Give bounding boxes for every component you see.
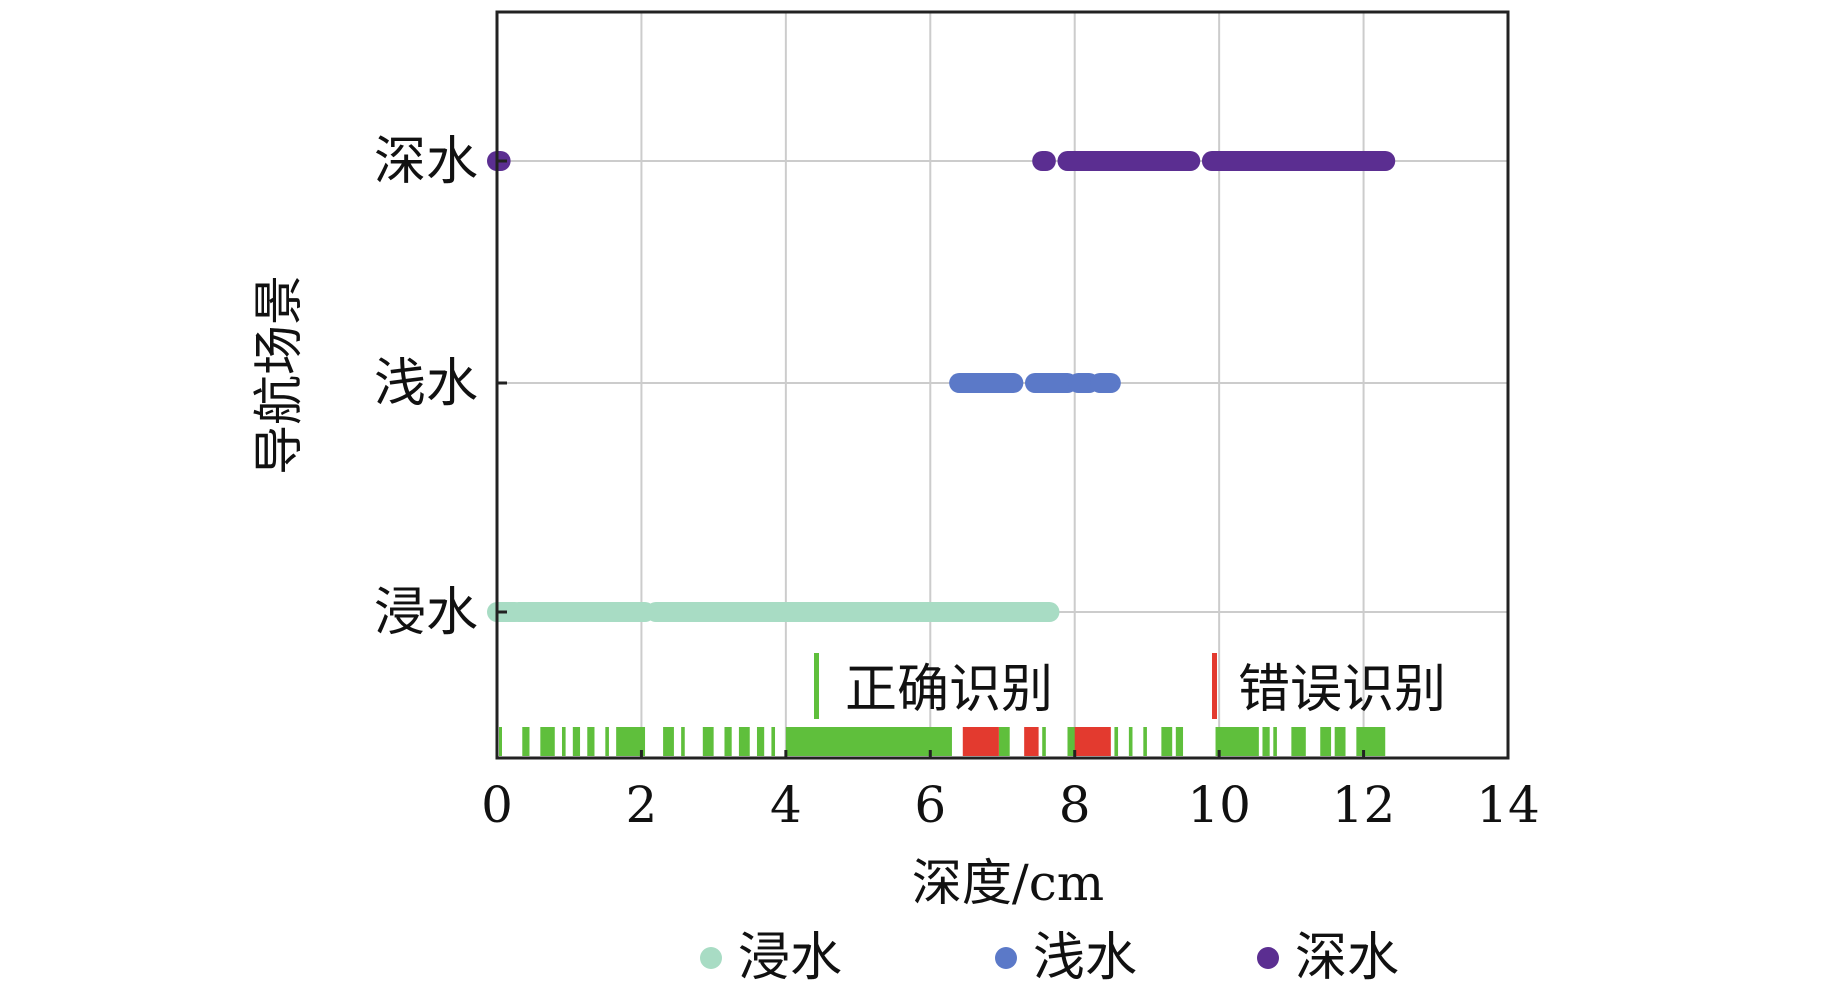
- y-axis-title: 导航场景: [250, 275, 308, 475]
- correct-recognition-bar: [738, 727, 750, 756]
- correct-recognition-bar: [561, 727, 566, 756]
- correct-recognition-label: 正确识别: [845, 660, 1053, 720]
- correct-recognition-bar: [756, 727, 765, 756]
- data-series: [487, 151, 1396, 622]
- x-tick-label: 6: [914, 776, 946, 834]
- correct-recognition-bar: [785, 727, 952, 756]
- correct-recognition-bar: [1175, 727, 1184, 756]
- correct-recognition-bar: [572, 727, 581, 756]
- recognition-strip: [499, 727, 1386, 756]
- correct-recognition-bar: [605, 727, 609, 756]
- correct-recognition-bar: [771, 727, 776, 756]
- legend-marker: [995, 947, 1017, 969]
- legend-label: 浅水: [1033, 928, 1137, 988]
- correct-recognition-bar: [540, 727, 555, 756]
- x-tick-label: 2: [626, 776, 658, 834]
- correct-recognition-bar: [681, 727, 685, 756]
- recognition-legend: 正确识别 错误识别: [814, 653, 1446, 720]
- correct-recognition-bar: [1215, 727, 1259, 756]
- correct-recognition-bar: [1356, 727, 1386, 756]
- correct-recognition-bar: [587, 727, 595, 756]
- y-tick-label: 深水: [374, 132, 478, 192]
- legend-marker: [700, 947, 722, 969]
- error-recognition-marker: [1212, 653, 1217, 719]
- correct-recognition-bar: [1161, 727, 1173, 756]
- y-tick-label: 浸水: [374, 583, 478, 643]
- correct-recognition-bar: [1042, 727, 1046, 756]
- x-tick-label: 12: [1332, 776, 1396, 834]
- x-tick-label: 10: [1187, 776, 1251, 834]
- correct-recognition-bar: [1334, 727, 1346, 756]
- error-recognition-label: 错误识别: [1238, 660, 1446, 720]
- x-ticks: 0 2 4 6 8 10 12 14: [481, 750, 1540, 834]
- legend-label: 浸水: [738, 928, 842, 988]
- correct-recognition-marker: [814, 653, 819, 719]
- correct-recognition-bar: [1291, 727, 1306, 756]
- x-tick-label: 4: [770, 776, 802, 834]
- correct-recognition-bar: [1273, 727, 1277, 756]
- legend: 浸水 浅水 深水: [700, 928, 1399, 988]
- x-tick-label: 14: [1476, 776, 1540, 834]
- x-tick-label: 8: [1059, 776, 1091, 834]
- correct-recognition-bar: [663, 727, 674, 756]
- x-tick-label: 0: [481, 776, 513, 834]
- correct-recognition-bar: [1143, 727, 1147, 756]
- correct-recognition-bar: [522, 727, 530, 756]
- correct-recognition-bar: [998, 727, 1010, 756]
- plot-frame: [495, 10, 1510, 760]
- correct-recognition-bar: [1320, 727, 1332, 756]
- legend-label: 深水: [1295, 928, 1399, 988]
- correct-recognition-bar: [724, 727, 732, 756]
- correct-recognition-bar: [499, 727, 502, 756]
- correct-recognition-bar: [1128, 727, 1133, 756]
- y-tick-label: 浅水: [374, 354, 478, 414]
- legend-marker: [1257, 947, 1279, 969]
- x-axis-title: 深度/cm: [912, 854, 1104, 912]
- error-recognition-bar: [1074, 727, 1111, 756]
- correct-recognition-bar: [1262, 727, 1270, 756]
- correct-recognition-bar: [702, 727, 714, 756]
- error-recognition-bar: [1024, 727, 1039, 756]
- correct-recognition-bar: [1114, 727, 1119, 756]
- correct-recognition-bar: [1067, 727, 1079, 756]
- error-recognition-bar: [962, 727, 999, 756]
